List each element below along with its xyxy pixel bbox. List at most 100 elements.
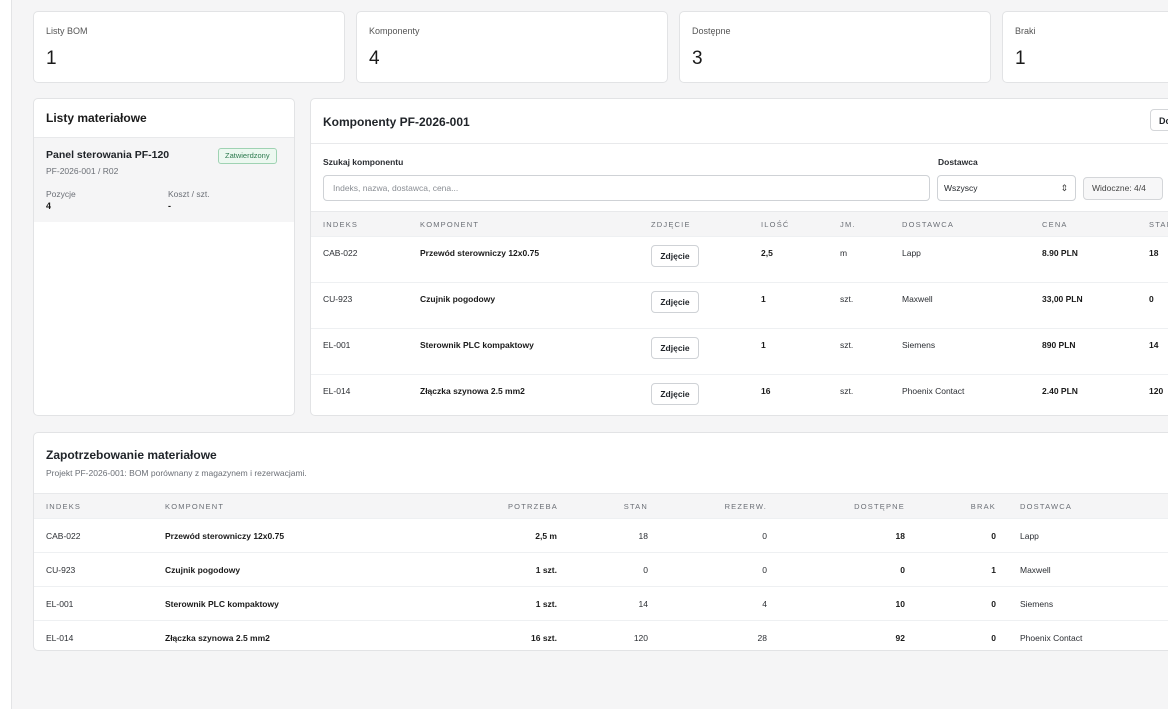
cell-qty: 2,5 [761, 248, 773, 258]
column-header: Stan [623, 502, 648, 511]
cell-available: 18 [895, 531, 905, 541]
stat-card-components: Komponenty 4 [356, 11, 668, 83]
components-panel: Komponenty PF-2026-001 Do Szukaj kompone… [310, 98, 1168, 416]
cell-supplier: Maxwell [1020, 565, 1051, 575]
cell-supplier: Siemens [902, 340, 936, 350]
cell-qty: 1 [761, 340, 766, 350]
requirements-subtitle: Projekt PF-2026-001: BOM porównany z mag… [46, 468, 307, 478]
supplier-select[interactable]: Wszyscy ⇕ [937, 175, 1076, 201]
cost-label: Koszt / szt. [168, 189, 210, 199]
cell-stock: 120 [1149, 386, 1164, 396]
column-header: Indeks [323, 220, 359, 229]
cell-name: Sterownik PLC kompaktowy [420, 340, 534, 350]
table-row: EL-014 Złączka szynowa 2.5 mm2 16 szt. 1… [34, 620, 1168, 650]
cell-need: 1 szt. [535, 599, 557, 609]
cell-stock: 120 [633, 633, 648, 643]
column-header: Ilość [761, 220, 790, 229]
cost-value: - [168, 201, 171, 211]
cell-need: 1 szt. [535, 565, 557, 575]
bom-item-name: Panel sterowania PF-120 [46, 149, 170, 161]
cell-qty: 1 [761, 294, 766, 304]
cell-supplier: Phoenix Contact [1020, 633, 1083, 643]
cell-name: Czujnik pogodowy [420, 294, 496, 304]
cell-reserved: 0 [762, 565, 767, 575]
cell-name: Sterownik PLC kompaktowy [165, 599, 279, 609]
cell-name: Złączka szynowa 2.5 mm2 [165, 633, 270, 643]
components-title: Komponenty PF-2026-001 [323, 115, 470, 129]
cell-available: 10 [895, 599, 905, 609]
column-header: Stan [1149, 220, 1168, 229]
cell-stock: 18 [1149, 248, 1159, 258]
table-row: EL-001 Sterownik PLC kompaktowy 1 szt. 1… [34, 586, 1168, 620]
search-label: Szukaj komponentu [323, 157, 404, 167]
cell-name: Złączka szynowa 2.5 mm2 [420, 386, 525, 396]
positions-value: 4 [46, 201, 52, 211]
supplier-select-value: Wszyscy [944, 183, 978, 193]
cell-stock: 18 [638, 531, 648, 541]
cell-need: 16 szt. [531, 633, 557, 643]
cell-index: CU-923 [323, 294, 353, 304]
cell-stock: 0 [643, 565, 648, 575]
column-header: Komponent [165, 502, 225, 511]
photo-button[interactable]: Zdjęcie [651, 337, 699, 359]
table-row: CAB-022 Przewód sterowniczy 12x0.75 Zdję… [311, 236, 1168, 282]
cell-unit: m [840, 248, 848, 258]
stat-card-shortages: Braki 1 [1002, 11, 1168, 83]
stat-label: Listy BOM [46, 26, 88, 36]
cell-reserved: 28 [757, 633, 767, 643]
column-header: Jm. [840, 220, 856, 229]
column-header: Dostawca [1020, 502, 1073, 511]
bom-lists-header: Listy materiałowe [34, 99, 294, 138]
table-row: CU-923 Czujnik pogodowy Zdjęcie 1 szt. M… [311, 282, 1168, 328]
cell-name: Przewód sterowniczy 12x0.75 [165, 531, 285, 541]
stat-card-available: Dostępne 3 [679, 11, 991, 83]
components-table: Indeks Komponent Zdjęcie Ilość Jm. Dosta… [311, 211, 1168, 415]
cell-available: 92 [895, 633, 905, 643]
stat-label: Dostępne [692, 26, 731, 36]
supplier-label: Dostawca [938, 157, 978, 167]
cell-shortage: 1 [991, 565, 996, 575]
material-requirements-panel: Zapotrzebowanie materiałowe Projekt PF-2… [33, 432, 1168, 651]
photo-button[interactable]: Zdjęcie [651, 245, 699, 267]
column-header: Dostawca [902, 220, 955, 229]
cell-supplier: Maxwell [902, 294, 933, 304]
cell-stock: 14 [1149, 340, 1159, 350]
requirements-title: Zapotrzebowanie materiałowe [46, 448, 217, 462]
bom-lists-title: Listy materiałowe [46, 111, 147, 125]
stat-value: 1 [1015, 48, 1026, 69]
cell-index: CAB-022 [46, 531, 81, 541]
column-header: Indeks [46, 502, 82, 511]
cell-stock: 0 [1149, 294, 1154, 304]
column-header: Dostępne [854, 502, 905, 511]
table-row: CU-923 Czujnik pogodowy 1 szt. 0 0 0 1 M… [34, 552, 1168, 586]
bom-list-item[interactable]: Panel sterowania PF-120 Zatwierdzony PF-… [34, 138, 294, 222]
bom-lists-panel: Listy materiałowe Panel sterowania PF-12… [33, 98, 295, 416]
status-badge: Zatwierdzony [218, 148, 277, 164]
cell-index: EL-014 [46, 633, 74, 643]
positions-label: Pozycje [46, 189, 76, 199]
stat-label: Komponenty [369, 26, 420, 36]
bom-item-code: PF-2026-001 / R02 [46, 166, 119, 176]
cell-price: 2.40 PLN [1042, 386, 1078, 396]
header-divider [311, 143, 1168, 144]
component-search-input[interactable] [323, 175, 930, 201]
stat-value: 4 [369, 48, 380, 69]
stat-value: 1 [46, 48, 57, 69]
page-left-edge [0, 0, 12, 709]
export-button[interactable]: Do [1150, 109, 1168, 131]
cell-index: EL-001 [323, 340, 351, 350]
cell-reserved: 0 [762, 531, 767, 541]
cell-qty: 16 [761, 386, 771, 396]
cell-stock: 14 [638, 599, 648, 609]
cell-unit: szt. [840, 294, 854, 304]
cell-supplier: Lapp [1020, 531, 1039, 541]
photo-button[interactable]: Zdjęcie [651, 291, 699, 313]
requirements-table: Indeks Komponent Potrzeba Stan Rezerw. D… [34, 493, 1168, 650]
cell-unit: szt. [840, 340, 854, 350]
visible-count-badge: Widoczne: 4/4 [1083, 177, 1163, 200]
column-header: Brak [970, 502, 996, 511]
table-row: EL-001 Sterownik PLC kompaktowy Zdjęcie … [311, 328, 1168, 374]
cell-available: 0 [900, 565, 905, 575]
photo-button[interactable]: Zdjęcie [651, 383, 699, 405]
cell-supplier: Lapp [902, 248, 921, 258]
